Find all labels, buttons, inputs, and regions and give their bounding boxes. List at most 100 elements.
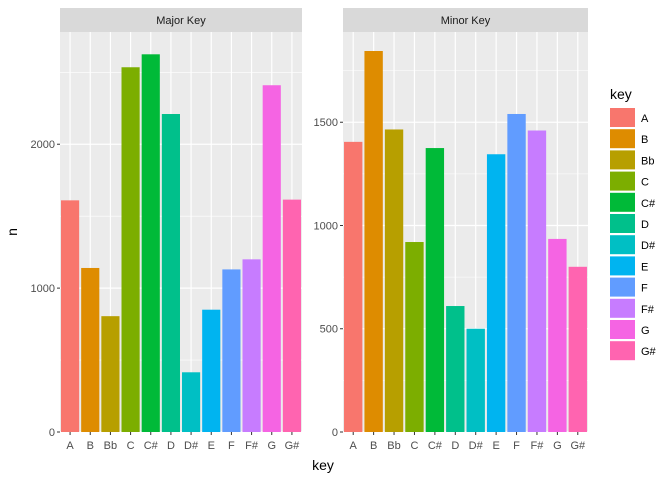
x-tick-label: F bbox=[228, 440, 235, 452]
x-tick-label: F# bbox=[245, 440, 259, 452]
x-tick-label: E bbox=[208, 440, 215, 452]
bar-C# bbox=[425, 148, 445, 432]
legend-title: key bbox=[610, 86, 632, 102]
x-tick-label: C# bbox=[428, 440, 443, 452]
legend-label: G bbox=[641, 325, 650, 337]
legend-item-G#: G# bbox=[610, 341, 657, 361]
x-tick-label: C# bbox=[144, 440, 159, 452]
legend-swatch bbox=[610, 235, 635, 255]
bar-G# bbox=[282, 199, 301, 432]
bar-F# bbox=[242, 259, 261, 432]
bar-Bb bbox=[384, 129, 404, 432]
legend-item-A: A bbox=[610, 108, 649, 127]
bar-E bbox=[202, 309, 221, 432]
legend-item-F#: F# bbox=[610, 298, 655, 318]
legend: key AB Bb C C# D D# EF F# G G# bbox=[610, 86, 657, 361]
panel-background bbox=[343, 32, 588, 432]
legend-swatch bbox=[610, 341, 635, 361]
bar-D# bbox=[182, 372, 201, 432]
x-tick-label: D bbox=[451, 440, 459, 452]
bar-D bbox=[446, 306, 465, 432]
legend-swatch bbox=[610, 256, 635, 276]
x-tick-label: G bbox=[553, 440, 562, 452]
legend-items: AB Bb C C# D D# EF F# G G# bbox=[610, 108, 657, 361]
facet-strip-label: Major Key bbox=[156, 15, 206, 27]
y-tick-label: 1000 bbox=[314, 220, 338, 232]
x-tick-label: D# bbox=[469, 440, 484, 452]
facet-strip-label: Minor Key bbox=[441, 15, 491, 27]
legend-swatch bbox=[610, 298, 635, 318]
legend-item-D: D bbox=[610, 214, 649, 233]
x-tick-label: C bbox=[127, 440, 135, 452]
y-tick-label: 0 bbox=[49, 427, 55, 439]
y-tick-label: 1500 bbox=[314, 117, 338, 129]
x-tick-label: F# bbox=[531, 440, 545, 452]
legend-swatch bbox=[610, 214, 635, 233]
legend-item-C#: C# bbox=[610, 192, 656, 212]
x-tick-label: Bb bbox=[104, 440, 117, 452]
legend-label: A bbox=[641, 113, 649, 125]
legend-swatch bbox=[610, 150, 635, 170]
legend-swatch bbox=[610, 277, 635, 297]
bar-Bb bbox=[101, 316, 120, 432]
legend-swatch bbox=[610, 320, 635, 339]
legend-label: E bbox=[641, 261, 648, 273]
x-tick-label: C bbox=[410, 440, 418, 452]
x-tick-label: A bbox=[350, 440, 358, 452]
y-tick-label: 1000 bbox=[31, 283, 55, 295]
bar-A bbox=[344, 141, 363, 433]
y-tick-label: 0 bbox=[332, 427, 338, 439]
x-tick-label: B bbox=[87, 440, 94, 452]
legend-label: C bbox=[641, 177, 649, 189]
bar-C bbox=[121, 67, 140, 432]
bar-F bbox=[507, 113, 526, 432]
legend-label: C# bbox=[641, 198, 656, 210]
x-tick-label: G# bbox=[285, 440, 301, 452]
x-tick-label: F bbox=[513, 440, 520, 452]
legend-label: D bbox=[641, 219, 649, 231]
legend-item-C: C bbox=[610, 171, 649, 191]
legend-swatch bbox=[610, 171, 635, 191]
legend-swatch bbox=[610, 129, 635, 149]
legend-item-F: F bbox=[610, 277, 648, 297]
legend-label: F bbox=[641, 283, 648, 295]
bar-F bbox=[222, 269, 241, 432]
bar-F# bbox=[527, 130, 547, 432]
y-tick-label: 2000 bbox=[31, 139, 55, 151]
bar-A bbox=[61, 200, 80, 432]
x-tick-label: Bb bbox=[387, 440, 400, 452]
x-tick-label: G bbox=[267, 440, 276, 452]
legend-item-E: E bbox=[610, 256, 648, 276]
bar-G bbox=[548, 238, 567, 432]
facet-strip bbox=[343, 8, 588, 32]
y-axis-title: n bbox=[4, 228, 20, 236]
x-tick-label: E bbox=[492, 440, 499, 452]
legend-swatch bbox=[610, 192, 635, 212]
x-tick-label: A bbox=[66, 440, 74, 452]
legend-label: B bbox=[641, 134, 648, 146]
bar-G bbox=[262, 85, 281, 432]
x-tick-label: G# bbox=[570, 440, 586, 452]
legend-label: G# bbox=[641, 346, 657, 358]
legend-item-Bb: Bb bbox=[610, 150, 654, 170]
panel-major-key: 0 1000 2000 A B Bb C C# D D# E F F# G G# Major Key bbox=[31, 8, 302, 452]
x-axis-title: key bbox=[312, 457, 334, 473]
bar-C bbox=[405, 242, 424, 432]
bar-B bbox=[364, 50, 383, 433]
bar-D bbox=[161, 114, 180, 432]
x-tick-label: B bbox=[370, 440, 377, 452]
panel-background bbox=[60, 32, 302, 432]
y-tick-label: 500 bbox=[320, 324, 338, 336]
legend-item-B: B bbox=[610, 129, 648, 149]
bar-B bbox=[81, 267, 100, 432]
x-tick-label: D# bbox=[184, 440, 199, 452]
bar-G# bbox=[568, 266, 587, 432]
x-tick-label: D bbox=[167, 440, 175, 452]
legend-label: D# bbox=[641, 240, 656, 252]
bar-E bbox=[486, 154, 506, 432]
legend-item-D#: D# bbox=[610, 235, 656, 255]
bar-D# bbox=[466, 328, 485, 432]
legend-label: F# bbox=[641, 304, 655, 316]
legend-item-G: G bbox=[610, 320, 650, 339]
